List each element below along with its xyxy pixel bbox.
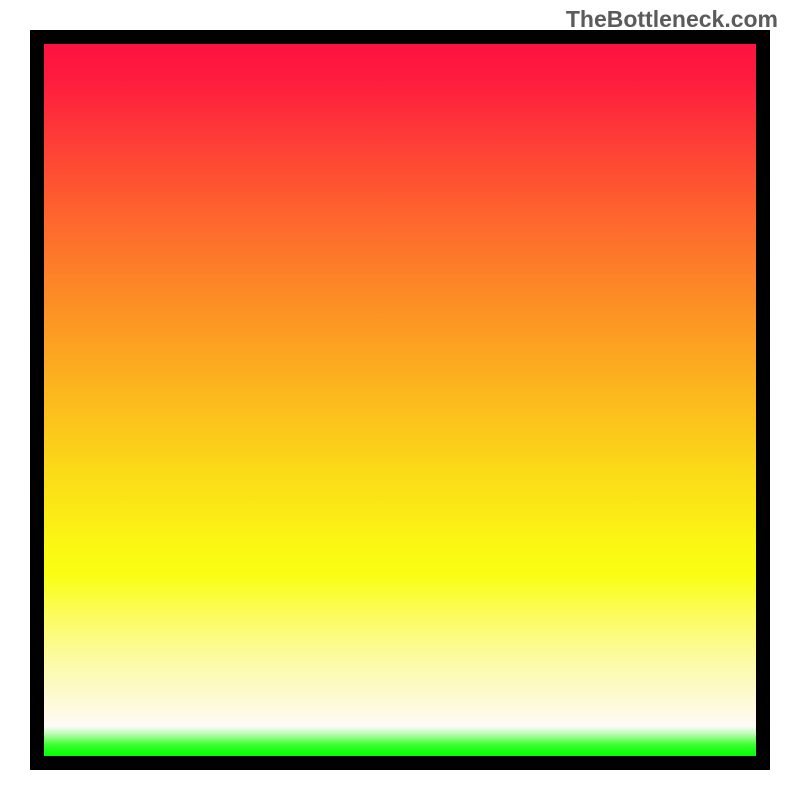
plot-area <box>44 44 756 756</box>
plot-border-bottom <box>30 756 770 770</box>
chart-root: TheBottleneck.com <box>0 0 800 800</box>
watermark-text: TheBottleneck.com <box>566 6 778 33</box>
plot-border-left <box>30 30 44 770</box>
heat-gradient-background <box>44 44 756 756</box>
plot-border-right <box>756 30 770 770</box>
